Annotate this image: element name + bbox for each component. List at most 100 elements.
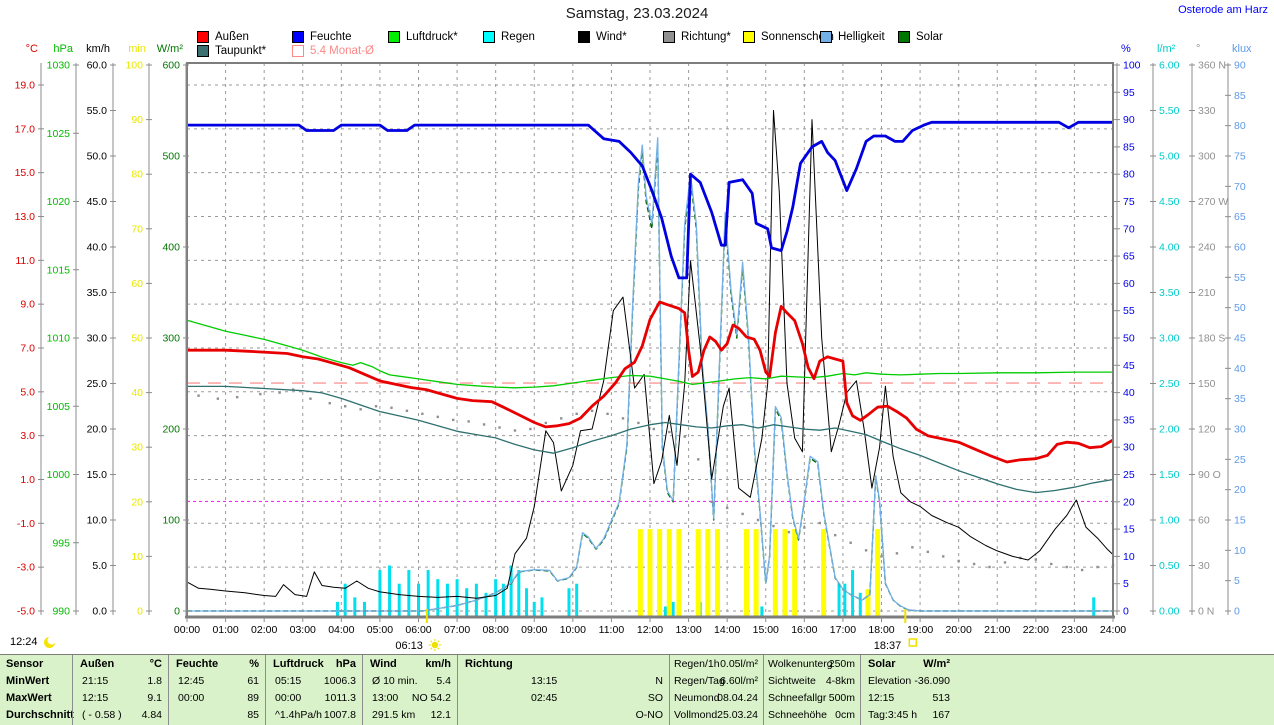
- svg-text:0.0: 0.0: [92, 606, 107, 618]
- svg-text:80: 80: [1123, 169, 1135, 181]
- svg-text:20.0: 20.0: [87, 424, 108, 436]
- svg-text:75: 75: [1123, 196, 1135, 208]
- svg-text:5: 5: [1234, 575, 1240, 587]
- table-cell: 12:45: [178, 675, 205, 687]
- svg-text:3.50: 3.50: [1159, 287, 1180, 299]
- svg-text:25.0: 25.0: [87, 378, 108, 390]
- moonset-label: 12:24: [10, 636, 38, 648]
- svg-text:70: 70: [1234, 181, 1246, 193]
- legend-item-taupunkt: Taupunkt*: [197, 44, 266, 57]
- legend-item-solar: Solar: [898, 30, 943, 43]
- table-cell: O-NO: [635, 709, 663, 721]
- svg-text:07:00: 07:00: [444, 624, 470, 636]
- table-cell: 1.8: [147, 675, 162, 687]
- moon-icon: [43, 636, 55, 648]
- axis-wm2: 0 100 200 300 400 500 600 W/m²: [157, 43, 189, 618]
- svg-text:-1.0: -1.0: [17, 518, 35, 530]
- table-separator: [860, 655, 861, 725]
- legend-label-taupunkt: Taupunkt*: [215, 44, 267, 57]
- svg-text:1020: 1020: [47, 196, 71, 208]
- svg-text:45: 45: [1234, 333, 1246, 345]
- svg-text:180 S: 180 S: [1198, 333, 1225, 345]
- svg-text:60: 60: [131, 278, 143, 290]
- svg-text:60: 60: [1234, 242, 1246, 254]
- legend-item-regen: Regen: [483, 30, 535, 43]
- svg-text:30: 30: [1123, 442, 1135, 454]
- table-cell: Regen/Tag: [674, 675, 725, 687]
- legend-label-helligkeit: Helligkeit: [838, 30, 885, 43]
- table-cell: -36.090: [914, 675, 950, 687]
- table-cell: 9.1: [147, 692, 162, 704]
- legend-swatch-taupunkt-icon: [197, 44, 209, 57]
- svg-text:06:00: 06:00: [405, 624, 431, 636]
- station-location: Osterode am Harz: [1178, 4, 1268, 16]
- svg-text:13.0: 13.0: [15, 211, 36, 223]
- svg-text:01:00: 01:00: [212, 624, 238, 636]
- svg-text:60.0: 60.0: [87, 60, 108, 72]
- svg-text:23:00: 23:00: [1061, 624, 1087, 636]
- legend-item-sonnenschein: Sonnenschein: [743, 30, 834, 43]
- svg-text:08:00: 08:00: [483, 624, 509, 636]
- svg-text:0: 0: [1234, 606, 1240, 618]
- table-cell: 61: [247, 675, 259, 687]
- axis-pct: 0 5 10 15 20 25 30 35 40 45 50 55 60 65 70 75 80 85 90 95 10…: [1114, 43, 1141, 618]
- svg-text:02:00: 02:00: [251, 624, 277, 636]
- svg-text:11.0: 11.0: [15, 255, 35, 267]
- svg-text:0: 0: [1123, 606, 1129, 618]
- svg-text:150: 150: [1198, 378, 1216, 390]
- svg-text:1.00: 1.00: [1159, 515, 1180, 527]
- legend-label-aussen: Außen: [215, 30, 249, 43]
- table-cell: 1011.3: [324, 692, 356, 704]
- svg-text:11:00: 11:00: [599, 624, 625, 636]
- svg-text:24:00: 24:00: [1100, 624, 1126, 636]
- svg-text:4.00: 4.00: [1159, 242, 1180, 254]
- svg-text:20: 20: [1123, 496, 1135, 508]
- table-cell: Durchschnitt: [6, 709, 74, 721]
- svg-text:35: 35: [1123, 414, 1135, 426]
- table-cell: 00:00: [178, 692, 205, 704]
- table-cell: 13:00: [372, 692, 399, 704]
- svg-text:270 W: 270 W: [1198, 196, 1228, 208]
- table-cell: Vollmond: [674, 709, 718, 721]
- svg-text:-5.0: -5.0: [17, 606, 35, 618]
- svg-text:55: 55: [1234, 272, 1246, 284]
- svg-text:1000: 1000: [47, 469, 71, 481]
- svg-text:0.50: 0.50: [1159, 560, 1180, 572]
- table-separator: [763, 655, 764, 725]
- svg-text:300: 300: [1198, 151, 1216, 163]
- table-cell: 291.5 km: [372, 709, 416, 721]
- table-cell: 513: [932, 692, 950, 704]
- axis-temp: -5.0 -3.0 -1.0 1.0 3.0 5.0 7.0 9.0 11.0 13.0 15.0 1…: [15, 43, 44, 618]
- table-cell: 4-8km: [825, 675, 855, 687]
- table-cell: Solar: [868, 658, 896, 670]
- svg-text:18:00: 18:00: [868, 624, 894, 636]
- svg-text:1015: 1015: [47, 264, 71, 276]
- weather-chart: -5.0 -3.0 -1.0 1.0 3.0 5.0 7.0 9.0 11.0 13.0 15.0 1…: [15, 43, 1252, 652]
- svg-text:10: 10: [1234, 545, 1246, 557]
- axis-unit-min: min: [128, 43, 146, 55]
- svg-text:5.50: 5.50: [1159, 105, 1180, 117]
- table-cell: 13:15: [531, 675, 558, 687]
- svg-text:55: 55: [1123, 305, 1135, 317]
- table-separator: [669, 655, 670, 725]
- series-taupunkt: [187, 385, 1114, 494]
- table-cell: 08.04.24: [717, 692, 758, 704]
- legend-swatch-monat-icon: [292, 44, 304, 57]
- legend-label-sonnenschein: Sonnenschein: [761, 30, 834, 43]
- axis-min: 0 10 20 30 40 50 60 70 80 90 100 min: [125, 43, 152, 618]
- svg-text:45: 45: [1123, 360, 1135, 372]
- svg-text:990: 990: [52, 606, 70, 618]
- svg-text:40.0: 40.0: [87, 242, 108, 254]
- legend-swatch-aussen-icon: [197, 30, 209, 43]
- sunset-time: 18:37: [874, 640, 902, 652]
- svg-text:25: 25: [1234, 454, 1246, 466]
- svg-text:90: 90: [1234, 60, 1246, 72]
- svg-text:5.0: 5.0: [92, 560, 107, 572]
- axis-unit-hpa: hPa: [53, 43, 73, 55]
- table-cell: 1006.3: [323, 675, 356, 687]
- axis-unit-lm2: l/m²: [1157, 43, 1176, 55]
- table-cell: 167: [932, 709, 950, 721]
- table-cell: 1007.8: [323, 709, 356, 721]
- svg-text:30: 30: [1234, 424, 1246, 436]
- sun-markers: 06:13 18:37: [395, 609, 918, 652]
